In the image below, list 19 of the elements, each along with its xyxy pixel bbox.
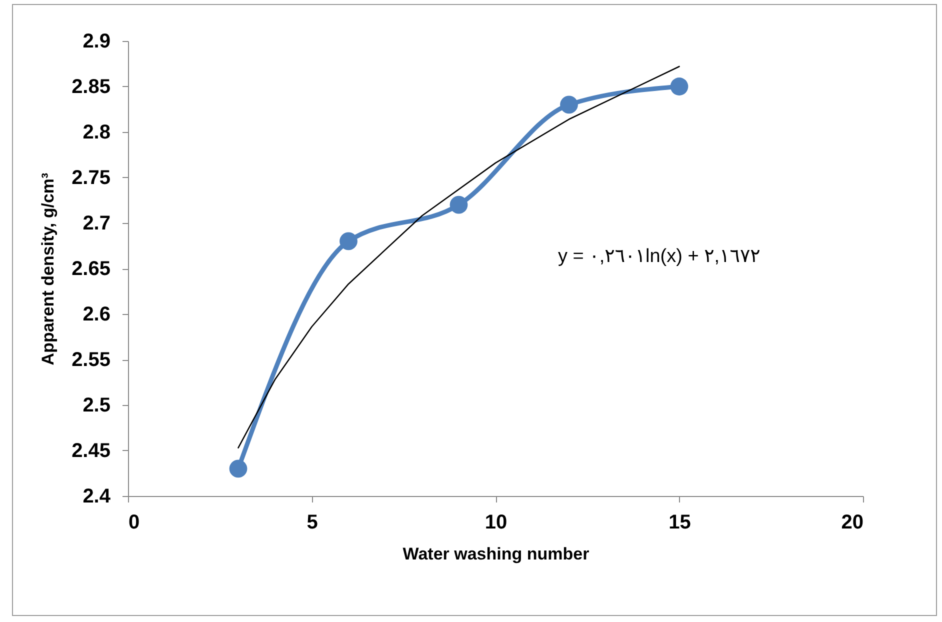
y-tick-label: 2.85 <box>72 76 110 98</box>
y-tick-label: 2.55 <box>72 349 110 371</box>
y-axis-title: Apparent density, g/cm³ <box>38 172 58 366</box>
y-tick-label: 2.6 <box>82 304 110 326</box>
y-tick-label: 2.65 <box>72 258 110 280</box>
y-tick-label: 2.7 <box>82 212 110 234</box>
y-tick-label: 2.8 <box>82 122 110 144</box>
y-tick-label: 2.45 <box>72 440 110 462</box>
x-tick-label: 20 <box>841 512 864 534</box>
x-tick-label: 0 <box>128 512 140 534</box>
x-tick-label: 10 <box>484 512 508 534</box>
x-tick-label: 5 <box>306 512 318 534</box>
y-tick-label: 2.75 <box>72 167 110 189</box>
y-tick-label: 2.9 <box>82 30 110 52</box>
y-tick-label: 2.4 <box>82 486 112 508</box>
annotation: y = ٠,٢٦٠١ln(x) + ٢,١٦٧٢ <box>558 246 760 267</box>
x-tick-label: 15 <box>668 512 691 534</box>
x-axis-title: Water washing number <box>402 544 590 564</box>
y-tick-label: 2.5 <box>82 394 110 416</box>
